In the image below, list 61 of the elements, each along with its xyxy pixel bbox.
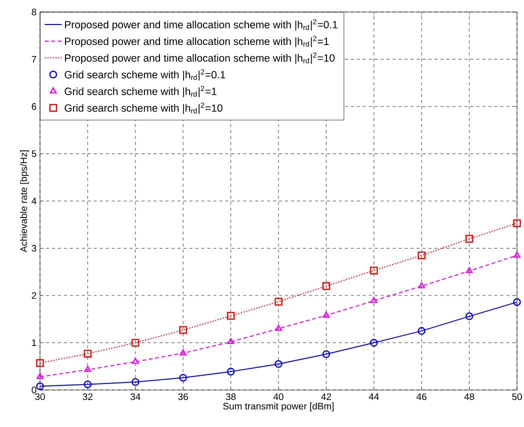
point [370,266,378,274]
point [466,267,473,274]
y-tick-label: 7 [32,56,36,63]
y-tick-label: 1 [32,339,36,346]
point [84,350,92,358]
point [36,359,44,367]
point [465,234,474,243]
x-tick-label: 48 [464,393,474,400]
point [513,298,521,306]
point [370,296,378,303]
x-tick-label: 36 [178,393,188,400]
legend-label: Proposed power and time allocation scheme with |h$_{rd}$|$^{2}$=10 [65,52,335,64]
x-tick-label: 34 [130,393,140,400]
legend-label: Proposed power and time allocation scheme with |h$_{rd}$|$^{2}$=1 [65,36,329,48]
point [226,368,235,376]
y-tick-label: 0 [32,386,36,394]
point [274,360,282,368]
point [274,298,282,306]
legend-label: Grid search scheme with |h$_{rd}$|$^{2}$=0.1 [64,69,226,81]
point [36,382,44,390]
legend-label: Grid search scheme with |h$_{rd}$|$^{2}$=10 [64,102,222,114]
point [179,374,187,382]
y-tick-label: 3 [32,244,36,252]
x-tick-label: 42 [321,393,331,400]
y-tick-label: 5 [32,150,36,158]
point [179,326,187,334]
point [132,338,140,347]
point [180,349,187,356]
point [418,327,426,335]
x-axis-title: Sum transmit power [dBm] [223,402,334,412]
point [322,282,330,290]
point [132,358,139,364]
x-tick-label: 30 [35,393,45,400]
point [84,366,92,372]
point [84,380,92,388]
legend-label: Grid search scheme with |h$_{rd}$|$^{2}$=1 [64,86,216,98]
point [226,312,235,320]
point [322,350,330,358]
x-tick-label: 44 [368,393,379,400]
y-axis-title: Achievable rate [bps/Hz] [20,150,29,252]
x-tick-label: 50 [512,393,522,400]
point [465,312,474,320]
y-tick-label: 8 [32,8,36,16]
point [514,251,520,258]
y-tick-label: 2 [32,292,36,299]
point [132,378,140,386]
point [322,311,330,318]
y-tick-label: 4 [32,198,36,204]
point [275,324,282,331]
x-tick-label: 38 [226,393,236,400]
x-tick-label: 32 [82,393,92,400]
x-tick-label: 46 [416,393,426,400]
point [227,338,234,344]
y-tick-label: 6 [32,103,36,110]
point [418,251,426,260]
point [370,338,378,347]
legend-label: Proposed power and time allocation scheme with |h$_{rd}$|$^{2}$=0.1 [65,19,338,30]
point [36,372,44,380]
point [418,282,426,288]
point [513,219,521,228]
x-tick-label: 40 [273,393,284,400]
